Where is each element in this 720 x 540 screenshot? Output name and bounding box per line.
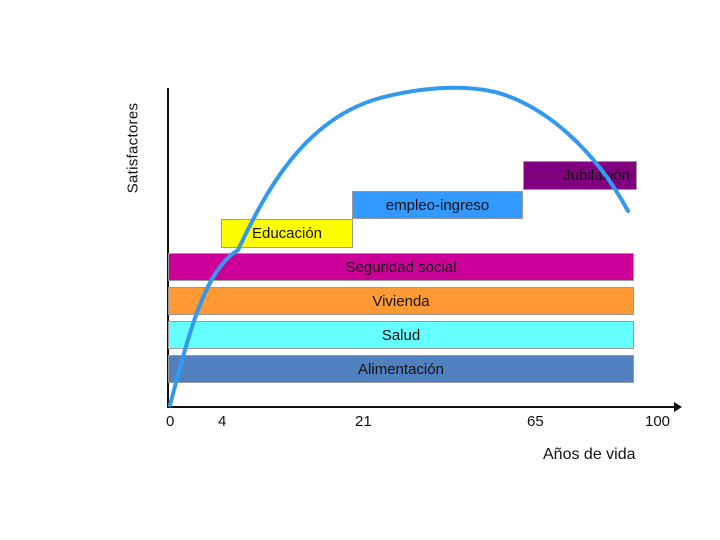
x-tick-4: 4: [218, 413, 227, 430]
band-empleo-ingreso: empleo-ingreso: [352, 191, 523, 219]
x-axis-title: Años de vida: [543, 446, 636, 463]
x-tick-21: 21: [355, 413, 372, 430]
band-empleo-ingreso-label: empleo-ingreso: [385, 196, 490, 214]
band-jubilacion: Jubilación: [523, 161, 637, 190]
band-salud-label: Salud: [381, 326, 421, 344]
x-tick-65: 65: [527, 413, 544, 430]
x-tick-100: 100: [645, 413, 671, 430]
band-educacion: Educación: [221, 219, 353, 248]
band-vivienda: Vivienda: [168, 287, 634, 315]
band-salud: Salud: [168, 321, 634, 349]
band-seguridad-social-label: Seguridad social: [345, 258, 457, 276]
band-alimentacion: Alimentación: [168, 355, 634, 383]
band-jubilacion-label: Jubilación: [563, 167, 630, 184]
band-vivienda-label: Vivienda: [372, 292, 430, 310]
x-tick-0: 0: [166, 413, 175, 430]
satisfaction-curve: [168, 85, 630, 407]
band-educacion-label: Educación: [251, 225, 323, 242]
band-seguridad-social: Seguridad social: [168, 253, 634, 281]
band-alimentacion-label: Alimentación: [358, 360, 444, 378]
x-axis-arrowhead: [674, 402, 682, 412]
